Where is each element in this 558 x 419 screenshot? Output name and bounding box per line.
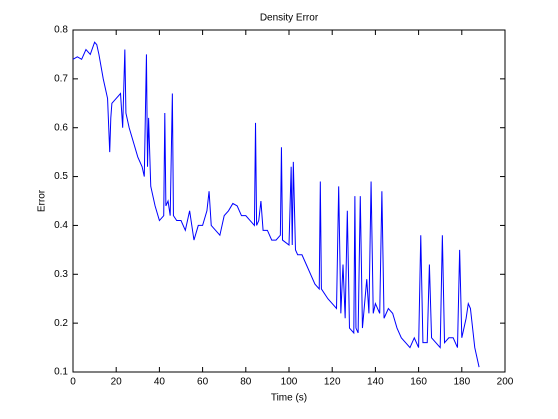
x-tick-label: 160 [410, 377, 427, 388]
x-tick-label: 120 [324, 377, 341, 388]
y-tick-label: 0.3 [54, 269, 68, 280]
y-axis-label: Error [37, 189, 48, 212]
y-tick-label: 0.8 [54, 25, 68, 36]
x-tick-label: 20 [111, 377, 123, 388]
y-tick-label: 0.6 [54, 122, 68, 133]
plot-frame [72, 29, 506, 373]
chart-title: Density Error [260, 13, 319, 24]
x-tick-label: 60 [197, 377, 209, 388]
x-axis-label: Time (s) [271, 393, 307, 404]
x-tick-label: 180 [453, 377, 470, 388]
x-tick-label: 200 [497, 377, 514, 388]
x-tick-label: 100 [281, 377, 298, 388]
x-tick-label: 0 [70, 377, 76, 388]
x-tick-label: 40 [154, 377, 166, 388]
y-tick-label: 0.2 [54, 318, 68, 329]
y-tick-label: 0.5 [54, 171, 68, 182]
x-tick-label: 140 [367, 377, 384, 388]
y-tick-label: 0.7 [54, 73, 68, 84]
x-tick-label: 80 [240, 377, 252, 388]
y-tick-label: 0.4 [54, 220, 68, 231]
y-tick-label: 0.1 [54, 367, 68, 378]
data-line [72, 41, 480, 368]
